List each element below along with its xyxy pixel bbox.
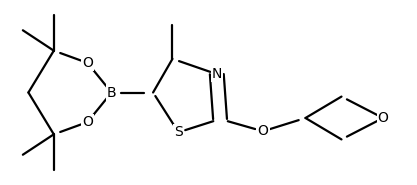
Text: N: N — [211, 67, 222, 81]
Text: B: B — [107, 85, 116, 100]
Text: O: O — [82, 115, 93, 129]
Text: O: O — [378, 111, 389, 125]
Text: O: O — [258, 124, 269, 138]
Text: O: O — [82, 56, 93, 70]
Text: S: S — [174, 125, 183, 139]
